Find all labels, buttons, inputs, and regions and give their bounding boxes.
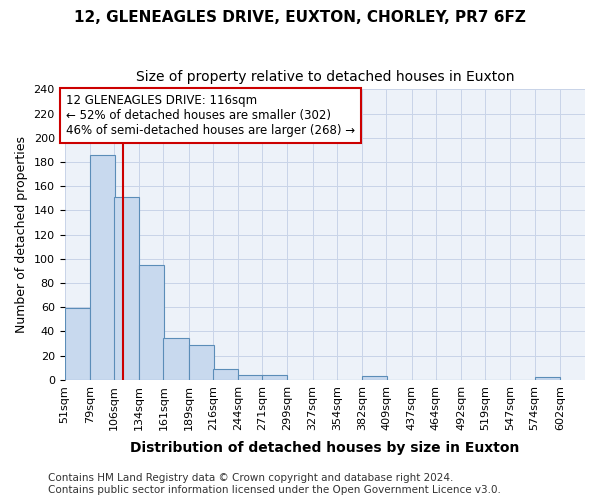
X-axis label: Distribution of detached houses by size in Euxton: Distribution of detached houses by size …: [130, 441, 520, 455]
Bar: [114, 197, 139, 380]
Bar: [89, 154, 115, 380]
Bar: [535, 378, 560, 380]
Bar: [65, 308, 89, 380]
Title: Size of property relative to detached houses in Euxton: Size of property relative to detached ho…: [136, 70, 514, 84]
Y-axis label: Number of detached properties: Number of detached properties: [15, 136, 28, 333]
Bar: [139, 265, 164, 380]
Bar: [262, 375, 287, 380]
Bar: [238, 375, 263, 380]
Text: Contains HM Land Registry data © Crown copyright and database right 2024.
Contai: Contains HM Land Registry data © Crown c…: [48, 474, 501, 495]
Text: 12, GLENEAGLES DRIVE, EUXTON, CHORLEY, PR7 6FZ: 12, GLENEAGLES DRIVE, EUXTON, CHORLEY, P…: [74, 10, 526, 25]
Bar: [362, 376, 387, 380]
Bar: [188, 345, 214, 380]
Bar: [163, 338, 188, 380]
Text: 12 GLENEAGLES DRIVE: 116sqm
← 52% of detached houses are smaller (302)
46% of se: 12 GLENEAGLES DRIVE: 116sqm ← 52% of det…: [67, 94, 355, 137]
Bar: [213, 369, 238, 380]
